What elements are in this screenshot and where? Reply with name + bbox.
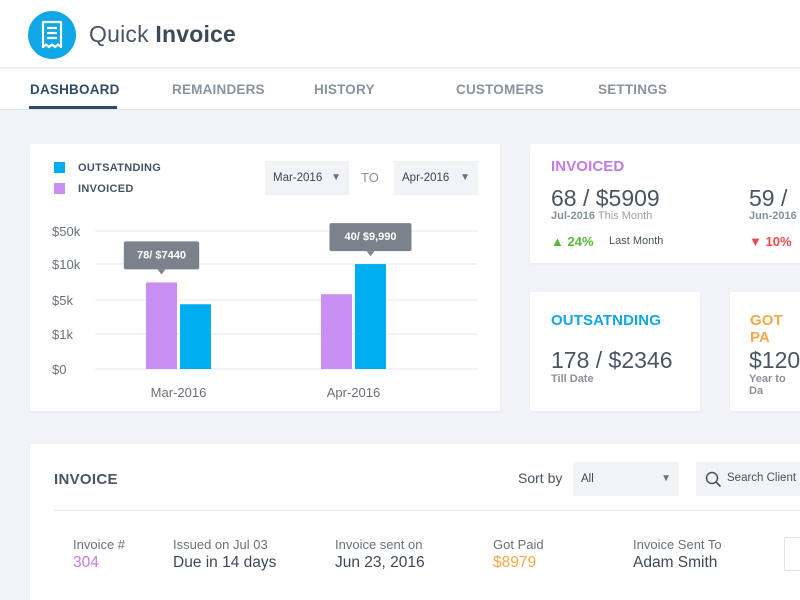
invoiced-period-month: Jul-2016 [551, 210, 596, 222]
app-header: Quick Invoice [0, 0, 800, 68]
invoiced-prev-trend: ▼ 10% [749, 234, 792, 249]
invoiced-prev-trend-value: 10% [765, 234, 792, 249]
invoiced-trend: ▲ 24% [551, 234, 594, 249]
tooltip-text: 40/ $9,990 [345, 231, 397, 243]
bar-invoiced-apr-2016[interactable] [321, 294, 352, 369]
tab-history[interactable]: HISTORY [314, 82, 375, 97]
app-title-bold: Invoice [155, 21, 237, 47]
from-month-select[interactable]: Mar-2016 ▼ [265, 161, 349, 195]
sent-on-label: Invoice sent on [335, 537, 423, 552]
sent-to-value: Adam Smith [633, 554, 718, 571]
tooltip-text: 78/ $7440 [137, 249, 186, 261]
got-paid-amount: $8979 [493, 554, 537, 571]
invoice-divider [54, 510, 800, 511]
row-action-button[interactable] [784, 537, 800, 571]
sent-on-value: Jun 23, 2016 [335, 554, 425, 571]
x-tick-label: Mar-2016 [151, 385, 207, 400]
invoiced-period-sub: This Month [597, 210, 653, 222]
invoice-number-value[interactable]: 304 [73, 554, 99, 571]
receipt-icon[interactable] [28, 11, 76, 59]
tab-remainders[interactable]: REMAINDERS [172, 82, 265, 97]
issued-label: Issued on Jul 03 [173, 537, 268, 552]
legend-swatch-invoiced [54, 183, 65, 194]
invoiced-prev-period: Jun-2016 [749, 210, 797, 222]
trend-down-icon: ▼ [749, 234, 762, 249]
bar-tooltip: 78/ $7440 [123, 241, 200, 275]
invoiced-prev-period-month: Jun-2016 [749, 210, 797, 222]
outstanding-stat-card [530, 292, 700, 411]
dropdown-arrow-icon: ▼ [331, 172, 341, 183]
search-icon [705, 471, 722, 488]
invoiced-period: Jul-2016 This Month [551, 210, 652, 222]
got-paid-sub-text: Year to Da [749, 373, 786, 397]
tooltip-box [329, 223, 412, 252]
active-tab-indicator [29, 106, 117, 109]
main-nav: DASHBOARD REMAINDERS HISTORY CUSTOMERS S… [0, 69, 800, 110]
search-client-input[interactable]: Search Client [696, 462, 800, 496]
sort-by-label: Sort by [518, 470, 563, 486]
tab-settings[interactable]: SETTINGS [598, 82, 668, 97]
outstanding-value: 178 / $2346 [551, 347, 673, 373]
x-tick-label: Apr-2016 [327, 385, 380, 400]
y-tick-label: $0 [52, 362, 66, 377]
tab-dashboard[interactable]: DASHBOARD [30, 82, 120, 97]
outstanding-title: OUTSATNDING [551, 312, 661, 329]
outstanding-sub: Till Date [551, 373, 594, 385]
invoiced-prev-value: 59 / [749, 185, 788, 211]
invoice-panel-title: INVOICE [54, 471, 118, 488]
search-placeholder: Search Client [727, 472, 797, 484]
bar-outsatnding-mar-2016[interactable] [180, 304, 211, 369]
bar-chart: $50k $10k $5k $1k $0 Mar-2016 Apr-2016 78/ $744… [52, 223, 478, 400]
date-range-to-label: TO [361, 170, 379, 185]
tab-customers[interactable]: CUSTOMERS [456, 82, 544, 97]
outstanding-sub-text: Till Date [551, 373, 594, 385]
tooltip-pointer [366, 251, 375, 257]
y-tick-label: $10k [52, 257, 81, 272]
invoiced-title: INVOICED [551, 158, 625, 175]
bar-outsatnding-apr-2016[interactable] [355, 264, 386, 369]
invoiced-stat-card [530, 144, 800, 263]
tooltip-pointer [157, 269, 166, 275]
invoice-panel [30, 444, 800, 600]
invoiced-trend-label: Last Month [609, 235, 664, 247]
from-month-value: Mar-2016 [273, 172, 323, 184]
got-paid-sub: Year to Da [749, 373, 800, 397]
to-month-value: Apr-2016 [402, 172, 450, 184]
got-paid-label: Got Paid [493, 537, 544, 552]
due-value: Due in 14 days [173, 554, 277, 571]
app-title: Quick Invoice [89, 21, 236, 48]
sort-select[interactable]: All ▼ [573, 462, 679, 496]
to-month-select[interactable]: Apr-2016 ▼ [394, 161, 478, 195]
y-tick-label: $1k [52, 327, 73, 342]
tooltip-box [123, 241, 200, 270]
invoiced-value: 68 / $5909 [551, 185, 660, 211]
bar-tooltip: 40/ $9,990 [329, 223, 412, 257]
app-title-light: Quick [89, 21, 149, 47]
got-paid-stat-card [730, 292, 800, 411]
dropdown-arrow-icon: ▼ [460, 172, 470, 183]
sent-to-label: Invoice Sent To [633, 537, 722, 552]
got-paid-value: $120 [749, 347, 800, 373]
invoiced-trend-value: 24% [567, 234, 594, 249]
bar-invoiced-mar-2016[interactable] [146, 282, 177, 369]
sort-select-value: All [581, 473, 594, 485]
y-tick-label: $5k [52, 293, 73, 308]
y-tick-label: $50k [52, 224, 81, 239]
legend-label-invoiced: INVOICED [78, 183, 134, 195]
trend-up-icon: ▲ [551, 234, 564, 249]
legend-label-outstanding: OUTSATNDING [78, 162, 162, 174]
invoice-number-label: Invoice # [73, 537, 126, 552]
got-paid-title: GOT PA [750, 312, 783, 346]
dropdown-arrow-icon: ▼ [661, 473, 671, 484]
legend-swatch-outstanding [54, 162, 65, 173]
